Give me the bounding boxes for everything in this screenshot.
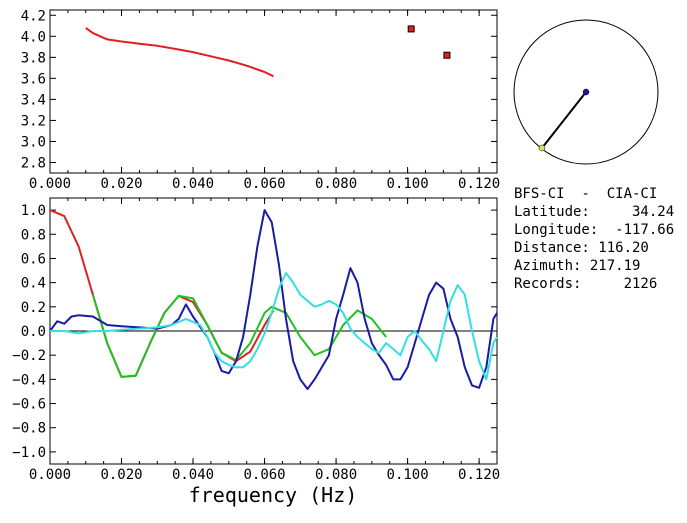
top-series-group — [85, 25, 451, 78]
top-y-tick-label: 3.8 — [21, 50, 46, 66]
top-series-red-line — [85, 27, 274, 78]
top-y-tick-label: 3.2 — [21, 113, 46, 129]
x-axis-label: frequency (Hz) — [189, 483, 358, 507]
bottom-y-tick-label: −0.6 — [12, 397, 46, 413]
bottom-panel: 0.000 0.020 0.040 0.060 0.080 0.100 0.120 −1.0 −… — [12, 197, 500, 507]
bottom-x-tick-label: 0.060 — [243, 467, 285, 483]
station-path-line — [541, 91, 587, 149]
bottom-x-tick-label: 0.040 — [172, 467, 214, 483]
info-records: Records: 2126 — [514, 276, 658, 292]
map-circle — [513, 19, 659, 165]
bottom-series-cyan-line — [50, 272, 498, 381]
info-longitude: Longitude: -117.66 — [514, 222, 675, 238]
bottom-x-tick-label: 0.000 — [29, 467, 71, 483]
bottom-x-tick-label: 0.100 — [387, 467, 429, 483]
top-y-tick-label: 3.0 — [21, 134, 46, 150]
top-x-tick-label: 0.100 — [387, 176, 429, 192]
bottom-x-tick-label: 0.120 — [458, 467, 500, 483]
bottom-y-tick-label: 0.6 — [21, 251, 46, 267]
info-station-pair: BFS-CI - CIA-CI — [514, 186, 658, 202]
bottom-y-tick-label: −1.0 — [12, 445, 46, 461]
top-y-tick-label: 2.8 — [21, 155, 46, 171]
bottom-ticks: 0.000 0.020 0.040 0.060 0.080 0.100 0.120 −1.0 −… — [12, 198, 500, 483]
top-y-tick-label: 3.4 — [21, 92, 46, 108]
bottom-x-tick-label: 0.020 — [100, 467, 142, 483]
station-b-dot — [538, 144, 546, 152]
bottom-y-tick-label: −0.4 — [12, 372, 46, 388]
bottom-y-tick-label: 0.4 — [21, 276, 46, 292]
top-panel: 0.000 0.020 0.040 0.060 0.080 0.100 0.120 2.8 3.… — [21, 8, 500, 192]
bottom-x-tick-label: 0.080 — [315, 467, 357, 483]
top-x-tick-label: 0.060 — [243, 176, 285, 192]
top-y-tick-label: 4.0 — [21, 29, 46, 45]
info-azimuth: Azimuth: 217.19 — [514, 258, 641, 274]
top-plot-frame — [49, 9, 498, 174]
bottom-y-tick-label: −0.8 — [12, 421, 46, 437]
top-y-tick-label: 4.2 — [21, 8, 46, 24]
info-distance: Distance: 116.20 — [514, 240, 649, 256]
bottom-series-red-line — [49, 209, 275, 378]
top-ticks: 0.000 0.020 0.040 0.060 0.080 0.100 0.120 2.8 3.… — [21, 8, 500, 192]
info-latitude: Latitude: 34.24 — [514, 204, 675, 220]
top-x-tick-label: 0.020 — [100, 176, 142, 192]
station-a-dot — [582, 88, 590, 96]
bottom-y-tick-label: 0.2 — [21, 300, 46, 316]
bottom-series-blue-line — [49, 209, 498, 390]
bottom-y-tick-label: 0.8 — [21, 227, 46, 243]
top-x-tick-label: 0.040 — [172, 176, 214, 192]
bottom-series-group — [49, 209, 498, 390]
top-x-tick-label: 0.000 — [29, 176, 71, 192]
top-x-tick-label: 0.120 — [458, 176, 500, 192]
top-x-tick-label: 0.080 — [315, 176, 357, 192]
bottom-y-tick-label: 0.0 — [21, 324, 46, 340]
top-data-point — [407, 25, 415, 33]
top-data-point — [443, 51, 451, 59]
bottom-series-green-line — [91, 294, 387, 378]
top-y-tick-label: 3.6 — [21, 71, 46, 87]
bottom-y-tick-label: 1.0 — [21, 203, 46, 219]
bottom-y-tick-label: −0.2 — [12, 348, 46, 364]
map-panel — [513, 19, 659, 165]
